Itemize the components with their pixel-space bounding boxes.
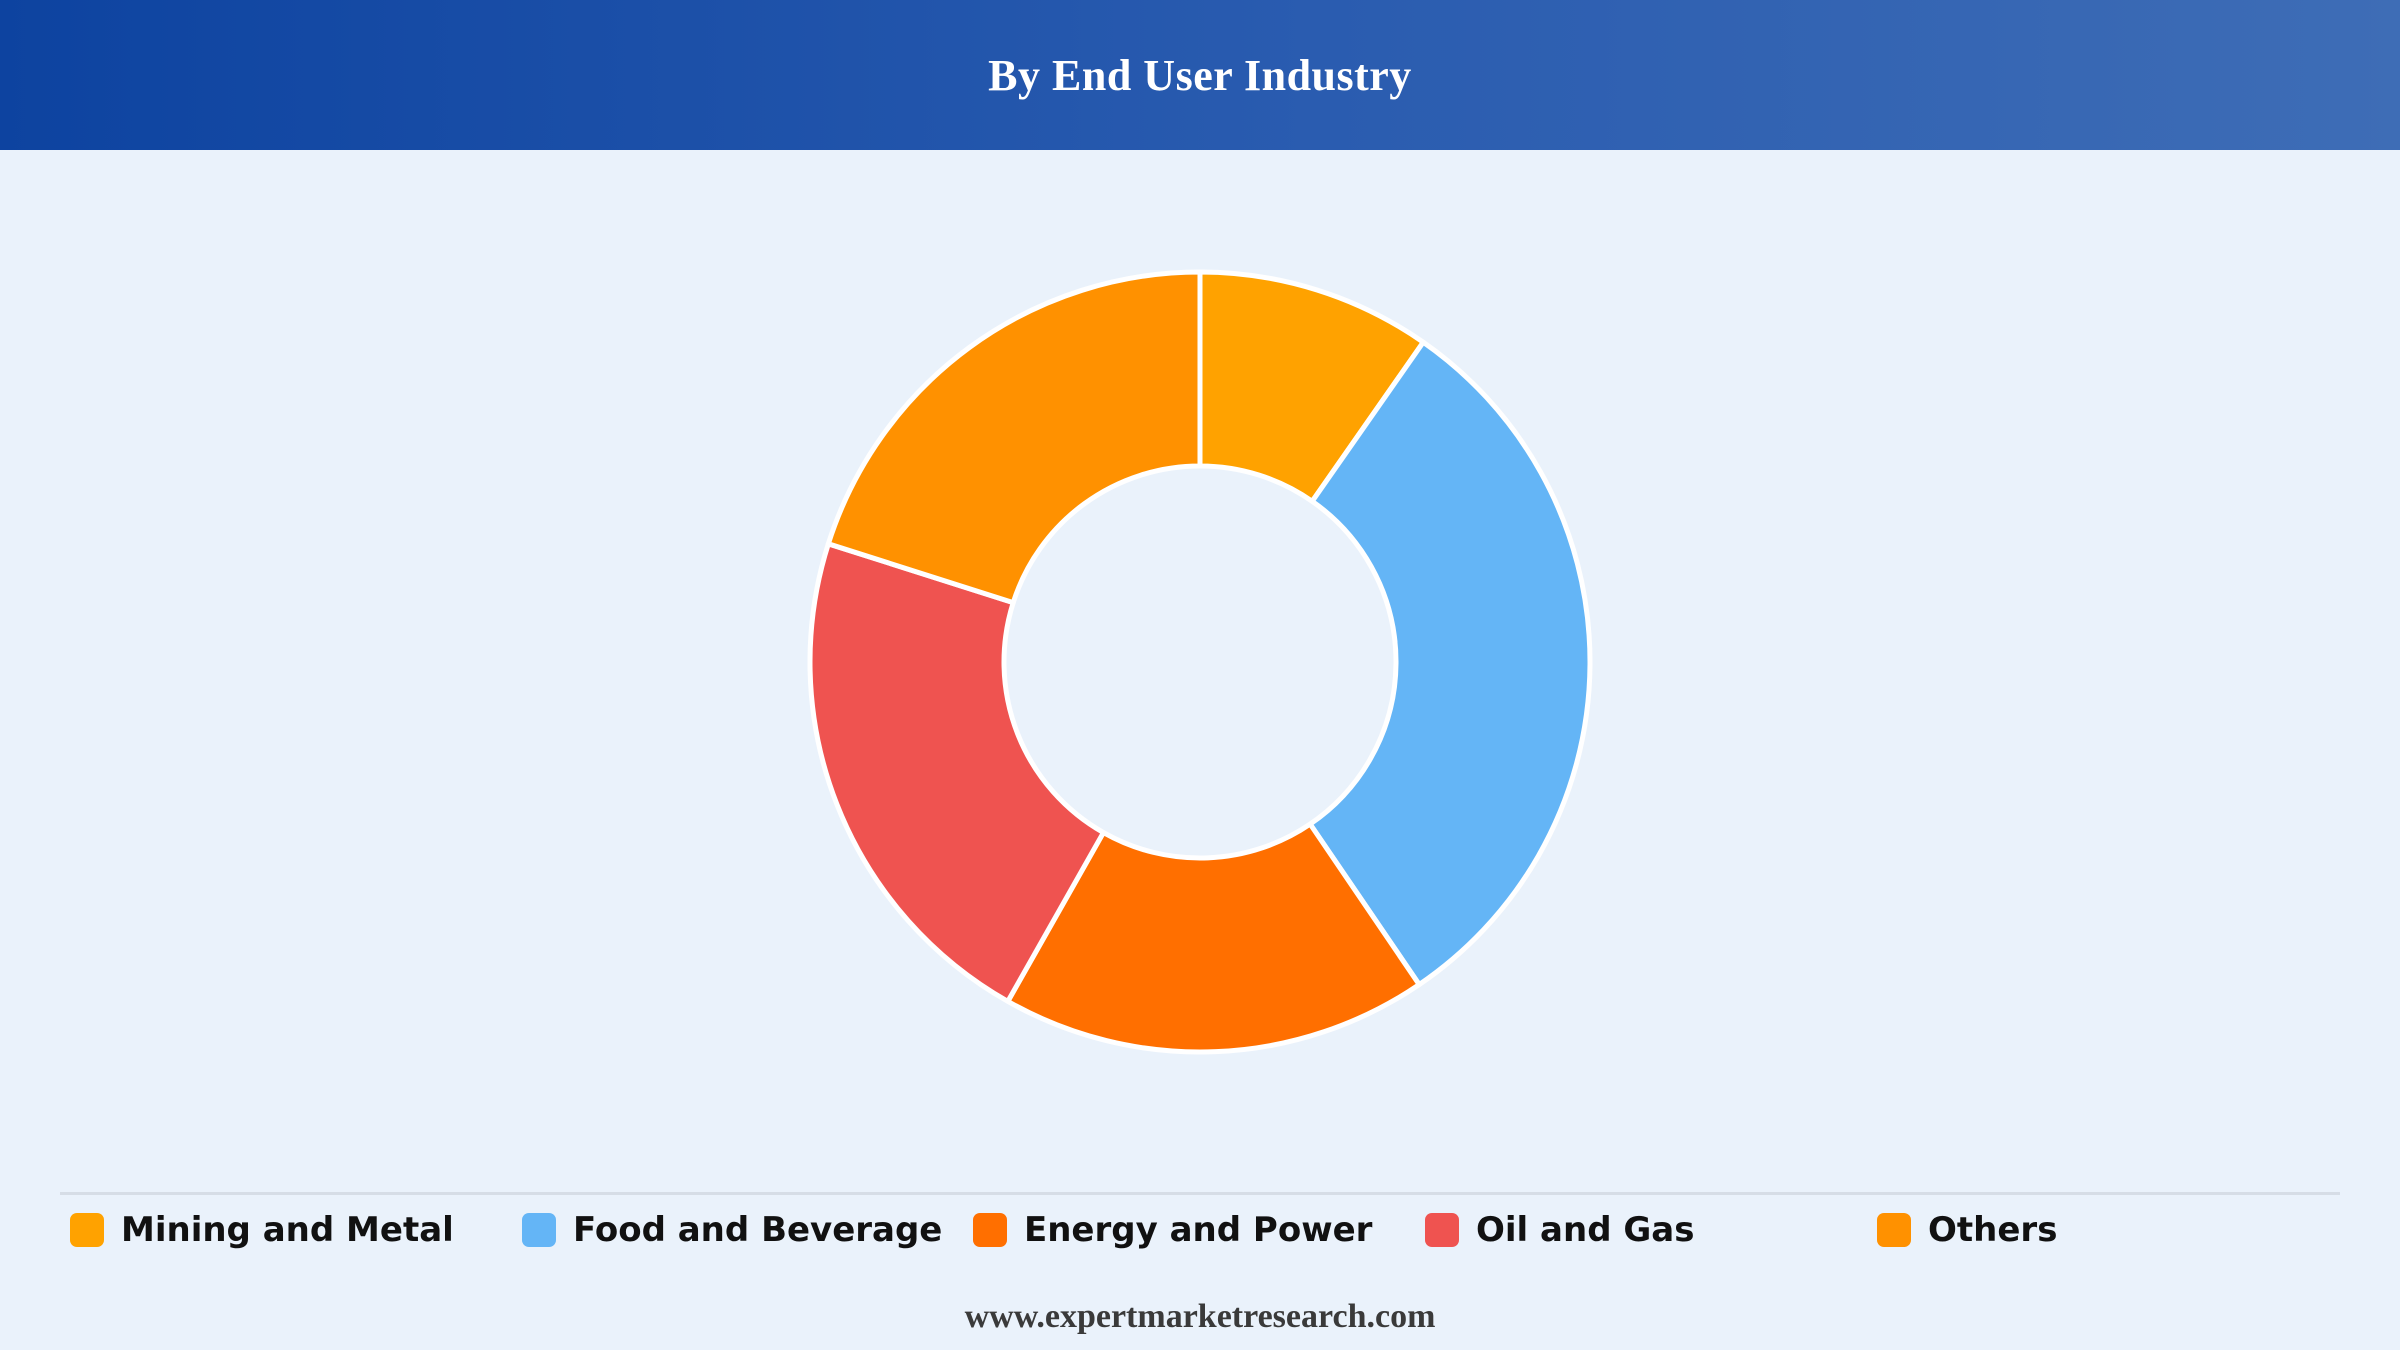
legend-item-others[interactable]: Others (1877, 1205, 2057, 1255)
legend-divider (60, 1192, 2340, 1195)
legend-item-food-and-beverage[interactable]: Food and Beverage (522, 1205, 942, 1255)
chart-title: By End User Industry (988, 50, 1412, 100)
legend-label: Others (1928, 1210, 2058, 1250)
legend-label: Food and Beverage (573, 1210, 943, 1250)
legend-swatch (522, 1213, 556, 1247)
donut-slice-food-and-beverage[interactable] (1307, 339, 1593, 988)
legend-item-mining-and-metal[interactable]: Mining and Metal (70, 1205, 454, 1255)
chart-legend: Mining and Metal Food and Beverage Energy … (0, 1205, 2400, 1255)
donut-slice-oil-and-gas[interactable] (807, 541, 1106, 1004)
legend-swatch (70, 1213, 104, 1247)
legend-swatch (1425, 1213, 1459, 1247)
legend-swatch (973, 1213, 1007, 1247)
chart-area (0, 150, 2400, 1190)
legend-label: Oil and Gas (1476, 1210, 1695, 1250)
legend-item-energy-and-power[interactable]: Energy and Power (973, 1205, 1372, 1255)
donut-chart (807, 269, 1593, 1055)
legend-swatch (1877, 1213, 1911, 1247)
legend-label: Mining and Metal (121, 1210, 454, 1250)
donut-slice-energy-and-power[interactable] (1005, 821, 1422, 1055)
donut-slice-others[interactable] (825, 269, 1203, 606)
legend-label: Energy and Power (1024, 1210, 1373, 1250)
header-banner: By End User Industry (0, 0, 2400, 150)
legend-item-oil-and-gas[interactable]: Oil and Gas (1425, 1205, 1694, 1255)
footer-source-url: www.expertmarketresearch.com (964, 1298, 1436, 1335)
